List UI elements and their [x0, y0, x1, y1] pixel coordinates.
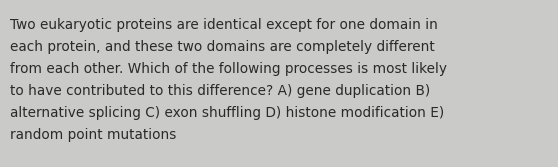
- Text: Two eukaryotic proteins are identical except for one domain in: Two eukaryotic proteins are identical ex…: [10, 18, 438, 32]
- Text: from each other. Which of the following processes is most likely: from each other. Which of the following …: [10, 62, 447, 76]
- Text: each protein, and these two domains are completely different: each protein, and these two domains are …: [10, 40, 435, 54]
- Text: to have contributed to this difference? A) gene duplication B): to have contributed to this difference? …: [10, 84, 430, 98]
- Text: alternative splicing C) exon shuffling D) histone modification E): alternative splicing C) exon shuffling D…: [10, 106, 444, 120]
- Text: random point mutations: random point mutations: [10, 128, 176, 142]
